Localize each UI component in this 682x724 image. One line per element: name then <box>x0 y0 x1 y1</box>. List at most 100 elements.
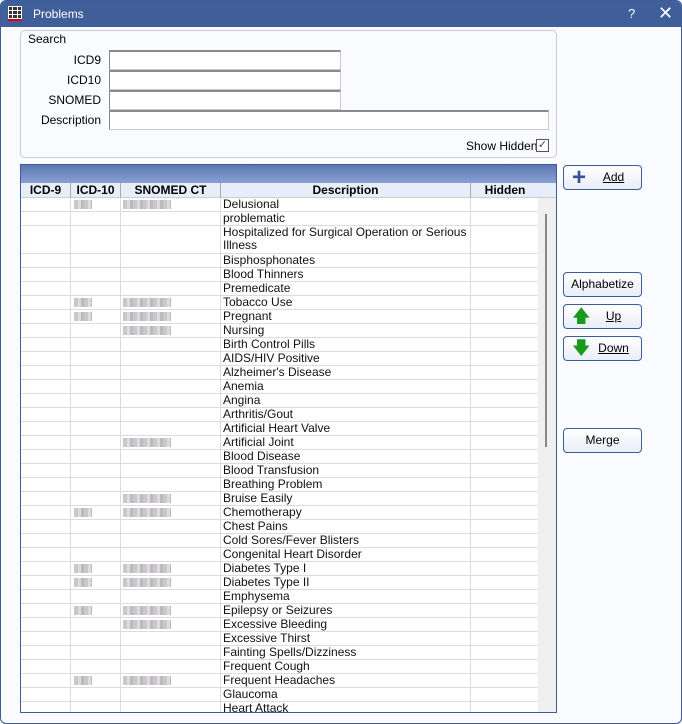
icd10-input[interactable] <box>109 70 341 90</box>
table-row[interactable]: Chemotherapy <box>21 506 539 520</box>
table-row[interactable]: AIDS/HIV Positive <box>21 352 539 366</box>
table-row[interactable]: Heart Attack <box>21 702 539 712</box>
hidden-cell <box>471 492 539 505</box>
table-row[interactable]: Anemia <box>21 380 539 394</box>
table-row[interactable]: Frequent Cough <box>21 660 539 674</box>
table-row[interactable]: Glaucoma <box>21 688 539 702</box>
help-button[interactable]: ? <box>628 6 636 21</box>
col-description[interactable]: Description <box>221 183 471 197</box>
hidden-cell <box>471 366 539 379</box>
icd9-cell <box>21 436 71 449</box>
table-row[interactable]: Premedicate <box>21 282 539 296</box>
table-row[interactable]: Alzheimer's Disease <box>21 366 539 380</box>
table-row[interactable]: Excessive Thirst <box>21 632 539 646</box>
table-row[interactable]: Blood Transfusion <box>21 464 539 478</box>
table-row[interactable]: Breathing Problem <box>21 478 539 492</box>
table-row[interactable]: Artificial Heart Valve <box>21 422 539 436</box>
table-row[interactable]: Artificial Joint <box>21 436 539 450</box>
redacted-code <box>123 200 171 209</box>
icd10-cell <box>71 436 121 449</box>
table-row[interactable]: Blood Disease <box>21 450 539 464</box>
icd10-cell <box>71 702 121 712</box>
hidden-cell <box>471 282 539 295</box>
snomed-cell <box>121 380 221 393</box>
down-button[interactable]: 🡇 Down <box>563 336 642 361</box>
icd10-cell <box>71 492 121 505</box>
table-row[interactable]: Nursing <box>21 324 539 338</box>
icd9-cell <box>21 268 71 281</box>
show-hidden-checkbox[interactable]: ✓ <box>536 139 549 152</box>
table-row[interactable]: Fainting Spells/Dizziness <box>21 646 539 660</box>
icd9-cell <box>21 702 71 712</box>
icd10-cell <box>71 534 121 547</box>
table-row[interactable]: Diabetes Type II <box>21 576 539 590</box>
table-row[interactable]: Frequent Headaches <box>21 674 539 688</box>
problems-grid: ICD-9 ICD-10 SNOMED CT Description Hidde… <box>20 164 557 713</box>
description-cell: Glaucoma <box>221 688 471 701</box>
add-button[interactable]: + Add <box>563 165 642 190</box>
hidden-cell <box>471 646 539 659</box>
hidden-cell <box>471 352 539 365</box>
icd10-cell <box>71 506 121 519</box>
table-row[interactable]: Chest Pains <box>21 520 539 534</box>
grid-rows: Delusional problematic Hospitalized for Su… <box>21 198 539 712</box>
icd9-cell <box>21 338 71 351</box>
alphabetize-button[interactable]: Alphabetize <box>563 272 642 297</box>
table-row[interactable]: Arthritis/Gout <box>21 408 539 422</box>
table-row[interactable]: Blood Thinners <box>21 268 539 282</box>
hidden-cell <box>471 590 539 603</box>
redacted-code <box>74 676 92 685</box>
icd9-input[interactable] <box>109 50 341 70</box>
table-row[interactable]: Bisphosphonates <box>21 254 539 268</box>
snomed-input[interactable] <box>109 90 341 110</box>
table-row[interactable]: problematic <box>21 212 539 226</box>
col-icd10[interactable]: ICD-10 <box>71 183 121 197</box>
description-cell: Emphysema <box>221 590 471 603</box>
redacted-code <box>123 326 171 335</box>
table-row[interactable]: Epilepsy or Seizures <box>21 604 539 618</box>
snomed-cell <box>121 674 221 687</box>
up-button[interactable]: 🡅 Up <box>563 304 642 329</box>
snomed-cell <box>121 212 221 225</box>
icd9-cell <box>21 254 71 267</box>
search-group: Search ICD9 ICD10 SNOMED Description Sho… <box>20 30 557 158</box>
table-row[interactable]: Pregnant <box>21 310 539 324</box>
redacted-code <box>74 564 92 573</box>
search-legend: Search <box>28 32 67 46</box>
table-row[interactable]: Congenital Heart Disorder <box>21 548 539 562</box>
merge-button[interactable]: Merge <box>563 428 642 453</box>
redacted-code <box>123 438 171 447</box>
table-row[interactable]: Tobacco Use <box>21 296 539 310</box>
table-row[interactable]: Birth Control Pills <box>21 338 539 352</box>
icd10-cell <box>71 198 121 211</box>
description-input[interactable] <box>109 110 549 130</box>
icd9-cell <box>21 618 71 631</box>
description-cell: Delusional <box>221 198 471 211</box>
hidden-cell <box>471 198 539 211</box>
col-hidden[interactable]: Hidden <box>484 183 526 197</box>
description-cell: Chemotherapy <box>221 506 471 519</box>
table-row[interactable]: Emphysema <box>21 590 539 604</box>
table-row[interactable]: Hospitalized for Surgical Operation or S… <box>21 226 539 254</box>
snomed-cell <box>121 310 221 323</box>
table-row[interactable]: Angina <box>21 394 539 408</box>
icd10-cell <box>71 520 121 533</box>
table-row[interactable]: Cold Sores/Fever Blisters <box>21 534 539 548</box>
icd10-cell <box>71 352 121 365</box>
icd9-cell <box>21 674 71 687</box>
col-snomed[interactable]: SNOMED CT <box>121 183 221 197</box>
description-cell: Bisphosphonates <box>221 254 471 267</box>
close-button[interactable]: ✕ <box>658 3 674 23</box>
vertical-scrollbar[interactable] <box>538 198 556 712</box>
table-row[interactable]: Diabetes Type I <box>21 562 539 576</box>
icd10-cell <box>71 268 121 281</box>
scrollbar-thumb[interactable] <box>545 214 547 447</box>
table-row[interactable]: Excessive Bleeding <box>21 618 539 632</box>
icd9-cell <box>21 562 71 575</box>
table-row[interactable]: Bruise Easily <box>21 492 539 506</box>
icd9-cell <box>21 632 71 645</box>
table-row[interactable]: Delusional <box>21 198 539 212</box>
col-icd9[interactable]: ICD-9 <box>21 183 71 197</box>
description-cell: Anemia <box>221 380 471 393</box>
